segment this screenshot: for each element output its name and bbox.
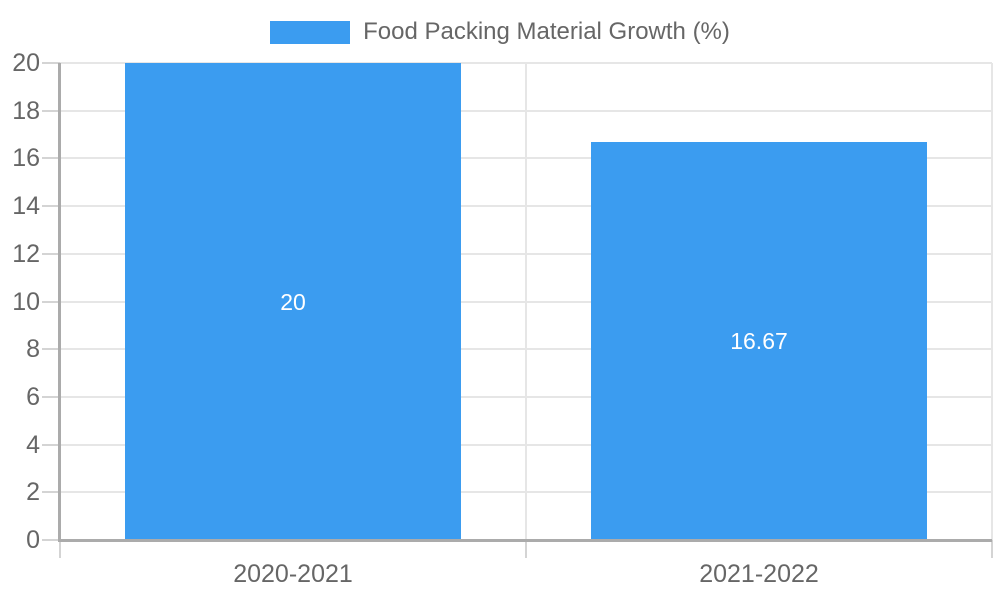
y-tick-label: 10 <box>12 287 40 316</box>
legend-label: Food Packing Material Growth (%) <box>363 18 730 45</box>
x-tick-mark <box>59 540 61 558</box>
y-tick-label: 8 <box>26 335 40 364</box>
y-tick-mark <box>42 157 60 160</box>
y-tick-label: 4 <box>26 430 40 459</box>
y-tick-mark <box>42 395 60 398</box>
y-tick-mark <box>42 300 60 303</box>
legend-swatch <box>270 20 351 44</box>
y-tick-mark <box>42 348 60 351</box>
bar-value-label: 16.67 <box>730 328 788 355</box>
y-tick-label: 12 <box>12 239 40 268</box>
y-tick-mark <box>42 62 60 64</box>
y-tick-label: 0 <box>26 526 40 554</box>
y-tick-label: 14 <box>12 192 40 221</box>
x-tick-mark <box>991 540 993 558</box>
y-tick-mark <box>42 491 60 494</box>
y-tick-label: 20 <box>12 49 40 77</box>
x-category-label: 2020-2021 <box>233 560 353 588</box>
x-category-label: 2021-2022 <box>699 560 819 588</box>
y-tick-label: 18 <box>12 96 40 125</box>
y-tick-label: 6 <box>26 382 40 411</box>
x-axis-line <box>60 539 992 542</box>
y-tick-mark <box>42 109 60 112</box>
y-tick-mark <box>42 252 60 255</box>
bar[interactable] <box>591 142 927 540</box>
y-tick-label: 2 <box>26 478 40 507</box>
y-tick-mark <box>42 205 60 208</box>
x-gridline <box>991 63 993 540</box>
y-tick-mark <box>42 443 60 446</box>
y-tick-mark <box>42 539 60 541</box>
y-tick-label: 16 <box>12 144 40 173</box>
bar[interactable] <box>125 63 461 540</box>
x-tick-mark <box>525 540 527 558</box>
x-gridline <box>525 63 527 540</box>
y-axis-line <box>58 63 61 542</box>
legend[interactable]: Food Packing Material Growth (%) <box>0 18 1000 46</box>
bar-value-label: 20 <box>280 288 306 315</box>
